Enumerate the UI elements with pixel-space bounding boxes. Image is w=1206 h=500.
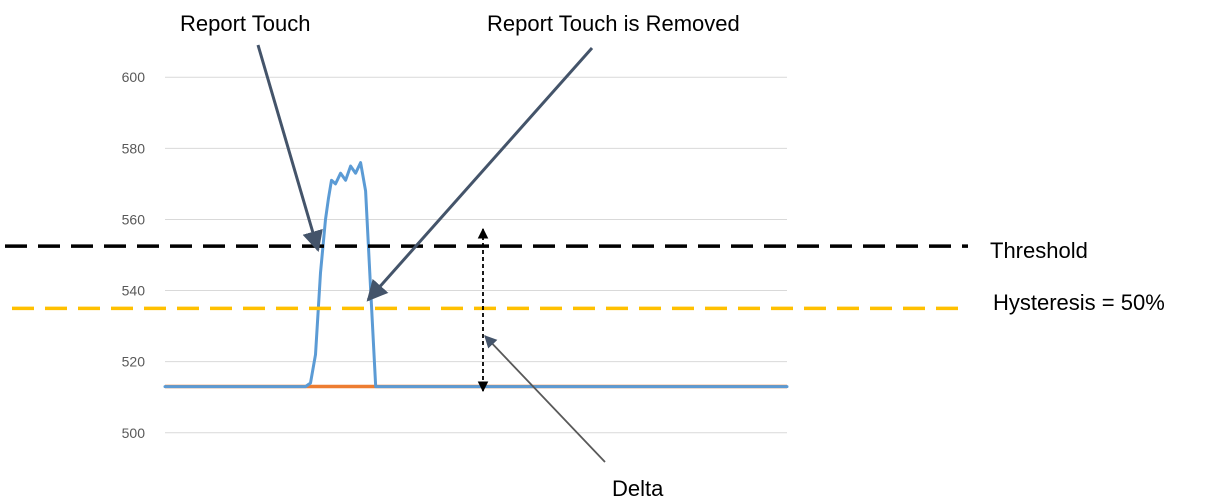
y-tick-label: 500 xyxy=(122,425,146,441)
report-touch-label: Report Touch xyxy=(180,11,310,36)
hysteresis-label: Hysteresis = 50% xyxy=(993,290,1165,315)
grid-lines xyxy=(165,76,787,434)
y-tick-label: 580 xyxy=(122,140,146,156)
report-touch-removed-arrow xyxy=(366,47,594,302)
signal-line xyxy=(163,161,789,389)
delta-label: Delta xyxy=(612,476,664,500)
report-touch-removed-label: Report Touch is Removed xyxy=(487,11,740,36)
delta-pointer-arrow xyxy=(484,335,606,463)
y-tick-label: 600 xyxy=(122,69,146,85)
y-axis-ticks: 500 520 540 560 580 600 xyxy=(122,69,146,441)
y-tick-label: 560 xyxy=(122,211,146,227)
y-tick-label: 520 xyxy=(122,354,146,370)
y-tick-label: 540 xyxy=(122,283,146,299)
report-touch-arrow xyxy=(256,44,323,253)
signal-series xyxy=(163,161,789,389)
threshold-label: Threshold xyxy=(990,238,1088,263)
